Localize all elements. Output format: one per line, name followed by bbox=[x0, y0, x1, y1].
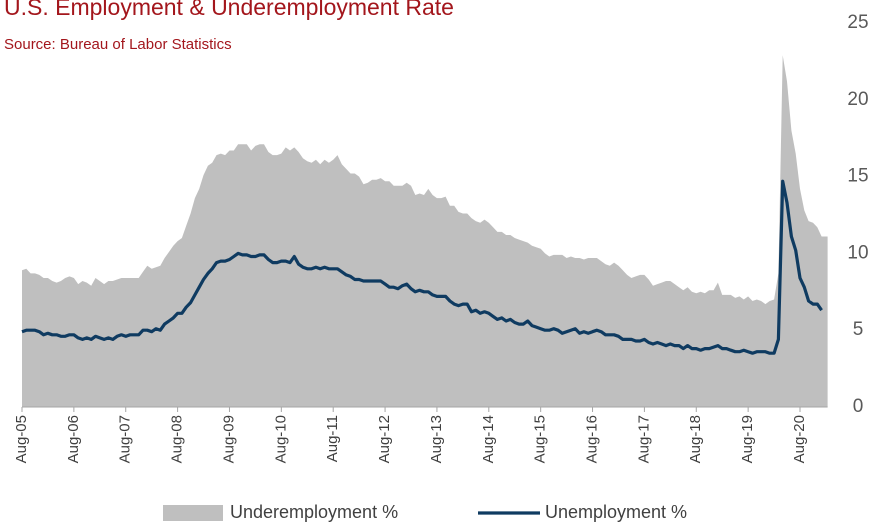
y-tick-label: 15 bbox=[847, 166, 868, 187]
y-tick-label: 0 bbox=[853, 396, 864, 417]
y-tick-label: 5 bbox=[853, 319, 864, 340]
x-tick-label: Aug-07 bbox=[117, 415, 134, 463]
line bbox=[21, 179, 823, 355]
legend-swatch bbox=[163, 505, 223, 521]
y-tick-label: 20 bbox=[847, 89, 868, 110]
x-tick-label: Aug-15 bbox=[532, 415, 549, 463]
x-tick-label: Aug-11 bbox=[324, 415, 341, 462]
x-tick-label: Aug-05 bbox=[13, 415, 30, 463]
x-tick-label: Aug-13 bbox=[428, 415, 445, 463]
x-tick-label: Aug-18 bbox=[687, 415, 704, 463]
legend-label: Unemployment % bbox=[545, 502, 687, 522]
y-tick-label: 10 bbox=[847, 242, 868, 263]
x-tick-label: Aug-16 bbox=[584, 415, 601, 463]
x-tick-label: Aug-10 bbox=[272, 415, 289, 463]
chart-subtitle: Source: Bureau of Labor Statistics bbox=[4, 36, 232, 53]
x-tick-label: Aug-20 bbox=[791, 415, 808, 463]
legend-label: Underemployment % bbox=[230, 502, 398, 522]
x-tick-label: Aug-09 bbox=[220, 415, 237, 463]
chart-title: U.S. Employment & Underemployment Rate bbox=[4, 0, 454, 20]
area bbox=[22, 55, 828, 408]
x-tick-label: Aug-14 bbox=[480, 415, 497, 463]
x-tick-label: Aug-12 bbox=[376, 415, 393, 463]
x-tick-label: Aug-19 bbox=[739, 415, 756, 463]
x-tick-label: Aug-06 bbox=[65, 415, 82, 463]
y-tick-label: 25 bbox=[847, 12, 868, 33]
x-tick-label: Aug-08 bbox=[169, 415, 186, 463]
x-tick-label: Aug-17 bbox=[635, 415, 652, 463]
